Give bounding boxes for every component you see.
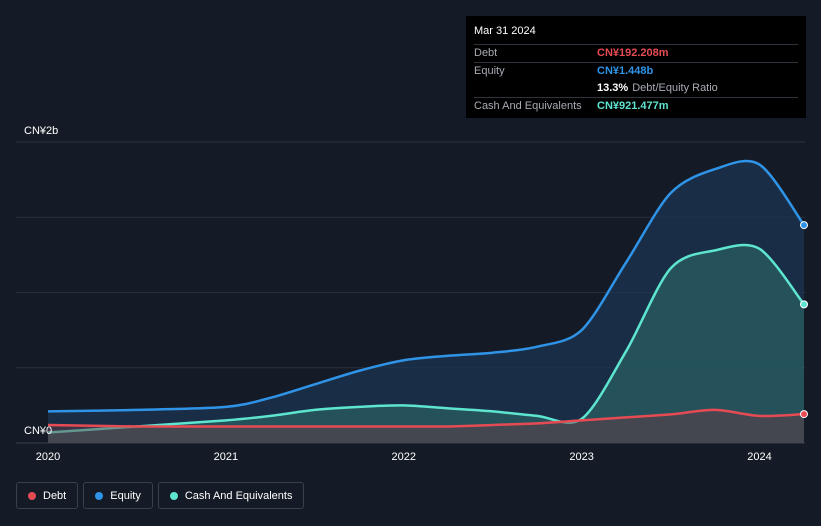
x-tick-label-2024: 2024 [747,451,771,463]
series-line-debt [47,408,805,428]
y-tick-label-top: CN¥2b [24,125,59,137]
legend-equity-dot-icon [95,491,104,500]
y-tick-label-zero: CN¥0 [24,425,53,437]
legend-item-cash[interactable]: Cash And Equivalents [157,482,305,509]
x-tick-label-2022: 2022 [392,451,416,463]
tooltip-ratio-label: Debt/Equity Ratio [632,82,718,94]
tooltip-row-equity: Equity CN¥1.448b [474,62,798,80]
tooltip-row-cash: Cash And Equivalents CN¥921.477m [474,97,798,115]
x-tick-label-2020: 2020 [36,451,60,463]
tooltip-cash-value: CN¥921.477m [597,100,669,112]
legend-item-equity[interactable]: Equity [83,482,153,509]
tooltip-ratio-value: 13.3% [597,82,629,94]
legend-equity-label: Equity [110,489,141,502]
legend-item-debt[interactable]: Debt [16,482,79,509]
tooltip-date: Mar 31 2024 [474,25,536,37]
tooltip-cash-label: Cash And Equivalents [474,100,582,112]
x-tick-label-2021: 2021 [214,451,238,463]
series-end-point-cash-and-equivalents [800,300,808,309]
tooltip-equity-label: Equity [474,65,505,77]
tooltip-equity-value: CN¥1.448b [597,65,654,77]
legend-cash-label: Cash And Equivalents [184,489,293,502]
tooltip-debt-label: Debt [474,47,498,59]
tooltip: Mar 31 2024 Debt CN¥192.208m Equity CN¥1… [466,16,806,118]
legend-debt-dot-icon [28,491,36,500]
legend-debt-label: Debt [43,489,67,502]
tooltip-row-ratio: 13.3% Debt/Equity Ratio [474,80,798,97]
series-area-debt [48,409,804,443]
legend-cash-dot-icon [169,491,178,500]
series-area-cash-and-equivalents [48,244,804,443]
legend: Debt Equity Cash And Equivalents [16,482,305,509]
series-line-cash-and-equivalents [47,243,805,434]
tooltip-row-debt: Debt CN¥192.208m [474,44,798,62]
series-end-point-debt [800,410,808,419]
x-tick-label-2023: 2023 [569,451,593,463]
series-line-equity [47,159,806,413]
tooltip-debt-value: CN¥192.208m [597,47,669,59]
series-end-point-equity [800,221,808,230]
